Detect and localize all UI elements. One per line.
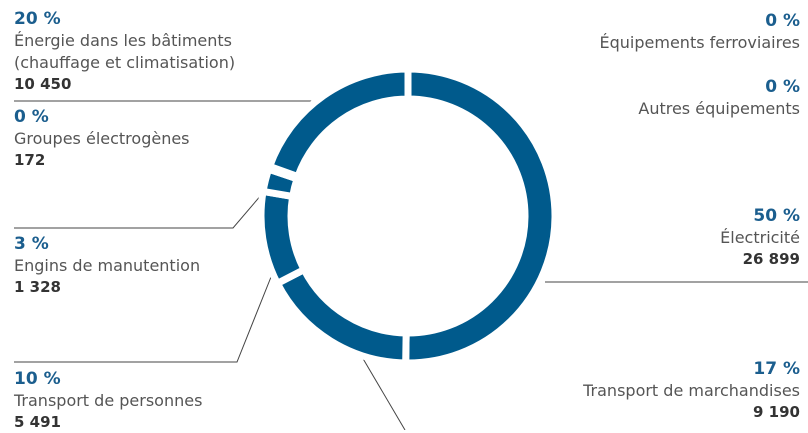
label-block: 0 % Autres équipements [638,76,800,120]
category-label: Équipements ferroviaires [599,33,800,52]
category-label: Autres équipements [638,99,800,118]
category-label: Électricité [720,228,800,247]
value-label: 1 328 [14,278,61,296]
percent-label: 0 % [14,107,49,127]
value-label: 10 450 [14,75,72,93]
percent-label: 0 % [765,77,800,97]
category-label: Groupes électrogènes [14,129,190,148]
leaders [14,100,808,430]
donut-segment [272,264,410,367]
label-block: 0 % Équipements ferroviaires [600,10,800,54]
label-block: 17 % Transport de marchandises 9 190 [583,358,800,423]
percent-label: 20 % [14,9,61,29]
label-block: 0 % Groupes électrogènes 172 [14,106,190,171]
value-label: 5 491 [14,413,61,431]
category-label: Énergie dans les bâtiments (chauffage et… [14,31,236,72]
percent-label: 10 % [14,369,61,389]
percent-label: 3 % [14,234,49,254]
label-block: 3 % Engins de manutention 1 328 [14,233,200,298]
label-block: 50 % Électricité 26 899 [720,205,800,270]
value-label: 9 190 [753,403,800,421]
leader-line [14,266,276,363]
category-label: Transport de personnes [14,391,203,410]
value-label: 172 [14,151,46,169]
percent-label: 0 % [765,11,800,31]
percent-label: 17 % [753,359,800,379]
donut-segment [257,187,309,289]
label-block: 10 % Transport de personnes 5 491 [14,368,202,433]
percent-label: 50 % [753,206,800,226]
donut-segment [265,65,412,181]
label-block: 20 % Énergie dans les bâtiments (chauffag… [14,8,314,95]
leader-line [14,186,269,229]
category-label: Engins de manutention [14,256,201,275]
value-label: 26 899 [742,250,800,268]
category-label: Transport de marchandises [583,381,800,400]
donut-segment [402,65,559,367]
